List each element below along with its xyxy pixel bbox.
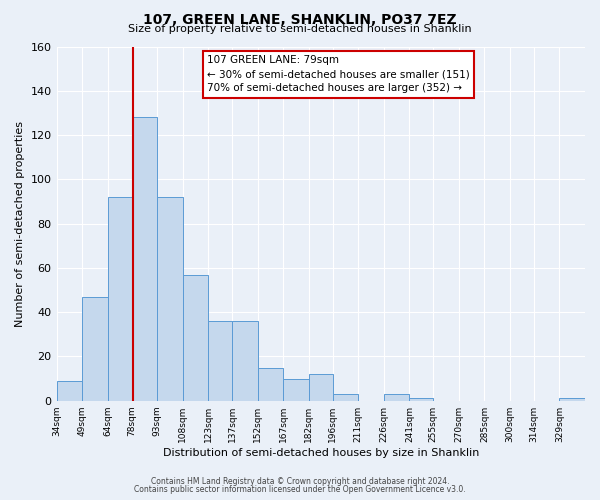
- Bar: [333, 394, 358, 400]
- Text: 107, GREEN LANE, SHANKLIN, PO37 7EZ: 107, GREEN LANE, SHANKLIN, PO37 7EZ: [143, 12, 457, 26]
- Bar: [56, 381, 82, 400]
- Bar: [283, 378, 309, 400]
- Bar: [157, 197, 182, 400]
- Y-axis label: Number of semi-detached properties: Number of semi-detached properties: [15, 120, 25, 326]
- Text: Size of property relative to semi-detached houses in Shanklin: Size of property relative to semi-detach…: [128, 24, 472, 34]
- Text: Contains public sector information licensed under the Open Government Licence v3: Contains public sector information licen…: [134, 484, 466, 494]
- Bar: [82, 296, 107, 401]
- Bar: [232, 321, 257, 400]
- Bar: [208, 321, 232, 400]
- Text: 107 GREEN LANE: 79sqm
← 30% of semi-detached houses are smaller (151)
70% of sem: 107 GREEN LANE: 79sqm ← 30% of semi-deta…: [207, 56, 470, 94]
- Bar: [559, 398, 585, 400]
- Bar: [384, 394, 409, 400]
- Bar: [409, 398, 433, 400]
- Text: Contains HM Land Registry data © Crown copyright and database right 2024.: Contains HM Land Registry data © Crown c…: [151, 477, 449, 486]
- Bar: [182, 274, 208, 400]
- Bar: [257, 368, 283, 400]
- Bar: [107, 197, 131, 400]
- X-axis label: Distribution of semi-detached houses by size in Shanklin: Distribution of semi-detached houses by …: [163, 448, 479, 458]
- Bar: [131, 118, 157, 401]
- Bar: [309, 374, 333, 400]
